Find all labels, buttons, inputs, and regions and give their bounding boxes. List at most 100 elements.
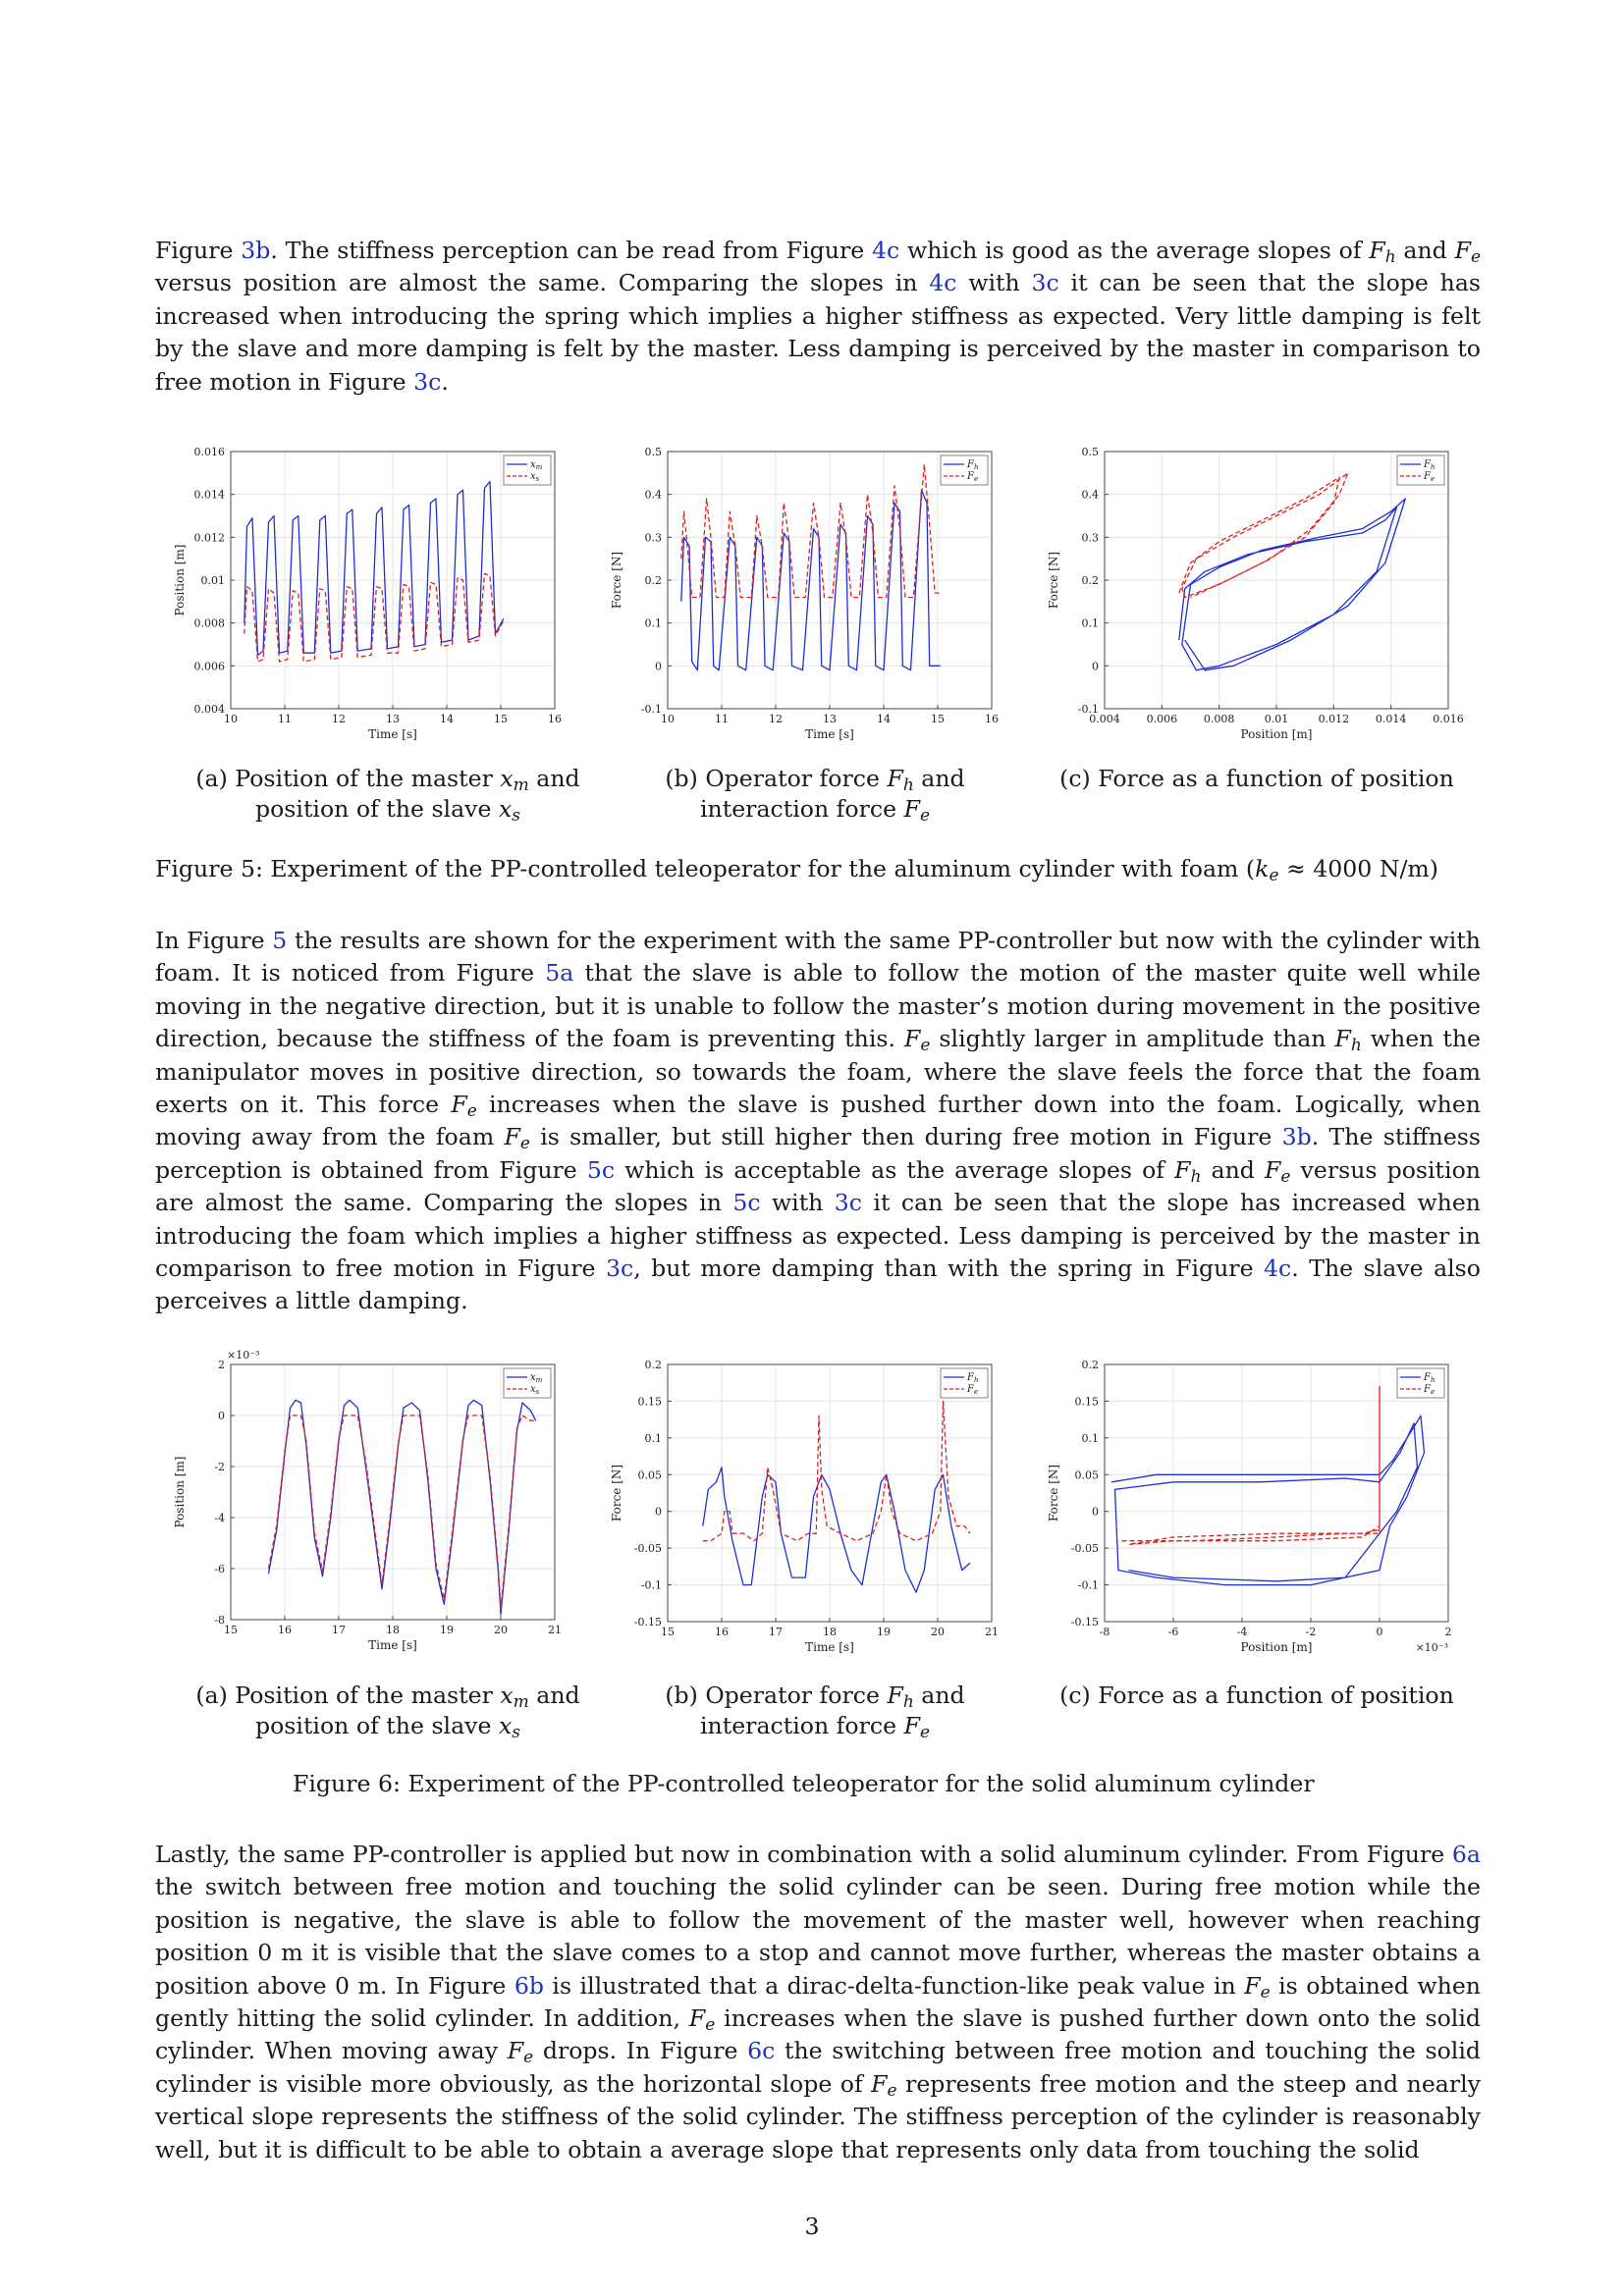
math-symbol: Fe: [871, 2069, 897, 2102]
y-tick-label: 0: [218, 1410, 225, 1422]
y-tick-label: 0.5: [1082, 446, 1100, 458]
figure-reference[interactable]: 5a: [545, 959, 574, 988]
plot-fig5c: 0.004 0.006 0.008 0.01 0.012 0.014 0.016 -0.1 0 0…: [1047, 446, 1463, 741]
x-tick-label: 0.006: [1147, 713, 1178, 725]
legend-box: [1396, 1367, 1445, 1399]
figure-reference[interactable]: 4c: [1264, 1255, 1292, 1283]
math-symbol: Fe: [1244, 1971, 1271, 2002]
y-tick-label: -0.15: [1071, 1616, 1099, 1629]
x-tick-label: 13: [386, 713, 400, 725]
math-symbol: Fe: [1454, 237, 1481, 268]
x-tick-label: 16: [548, 713, 562, 725]
y-tick-label: 0.1: [645, 617, 663, 630]
y-tick-label: 2: [218, 1359, 225, 1371]
figure-reference[interactable]: 3c: [605, 1255, 634, 1283]
y-tick-label: 0.5: [645, 446, 663, 458]
math-symbol: Fh: [1369, 237, 1396, 268]
y-tick-label: 0.012: [194, 531, 226, 544]
series-F-h-line: [702, 1467, 971, 1593]
figure-reference[interactable]: 3c: [413, 367, 442, 396]
y-tick-label: 0.014: [194, 489, 226, 502]
figure-reference[interactable]: 6b: [514, 1971, 544, 2000]
plot-frame-border: [230, 451, 556, 710]
y-axis-label: Position [m]: [173, 545, 187, 616]
x-tick-label: 10: [661, 713, 675, 725]
figure-reference[interactable]: 3c: [834, 1189, 863, 1217]
y-tick-label: 0.4: [1082, 489, 1100, 502]
x-tick-label: 2: [1445, 1626, 1452, 1638]
math-symbol: xs: [498, 1712, 520, 1743]
y-tick-label: 0: [655, 1506, 662, 1519]
figure-reference[interactable]: 5c: [586, 1155, 616, 1184]
y-tick-label: -6: [214, 1563, 225, 1575]
figure-reference[interactable]: 3c: [1031, 269, 1059, 297]
y-tick-label: 0.1: [645, 1432, 663, 1445]
x-axis-label: Time [s]: [805, 727, 854, 741]
figure-reference[interactable]: 4c: [929, 269, 957, 297]
y-axis-label: Force [N]: [610, 1465, 623, 1522]
fig6b-subcaption: (b) Operator force Fh and interaction fo…: [665, 1682, 965, 1743]
x-tick-label: -8: [1100, 1626, 1110, 1638]
fig6-caption: Figure 6: Experiment of the PP-controlle…: [293, 1770, 1315, 1797]
figure-reference[interactable]: 6c: [747, 2037, 776, 2065]
figure-reference[interactable]: 5c: [732, 1189, 761, 1217]
x-tick-label: 18: [386, 1624, 400, 1636]
y-tick-label: 0.006: [194, 660, 226, 672]
x-axis-label: Time [s]: [368, 727, 417, 741]
math-symbol: Fe: [451, 1091, 477, 1122]
y-tick-label: -0.1: [1078, 1579, 1099, 1592]
y-exponent-label: ×10⁻³: [227, 1349, 259, 1362]
figure-reference[interactable]: 5: [272, 927, 288, 954]
y-tick-label: 0.2: [645, 574, 663, 587]
y-tick-label: 0: [1092, 660, 1099, 672]
math-symbol: Fe: [688, 2004, 716, 2036]
plot-fig5b: 10 11 12 13 14 15 16 -0.1 0 0.1 0.2 0.3 0.4 0.5 Time […: [610, 446, 999, 741]
page-number: 3: [804, 2213, 820, 2240]
x-tick-label: 18: [823, 1626, 837, 1638]
x-tick-label: 15: [494, 713, 508, 725]
y-tick-label: 0.2: [1082, 1359, 1100, 1371]
plot-fig6a: 15 16 17 18 19 20 21 -8 -6 -4 -2 0 2 Time [s] Position…: [173, 1349, 562, 1652]
figure-reference[interactable]: 3b: [241, 237, 271, 264]
y-tick-label: 0.1: [1082, 1432, 1100, 1445]
math-symbol: xs: [498, 795, 520, 827]
y-tick-label: 0.3: [645, 531, 663, 544]
x-tick-label: 15: [224, 1624, 238, 1636]
math-symbol: Fe: [507, 2037, 534, 2068]
plot-fig5a: 10 11 12 13 14 15 16 0.004 0.006 0.008 0.01 0.012 0.…: [173, 446, 562, 741]
y-tick-label: -0.1: [641, 1579, 662, 1592]
plot-frame-border: [1104, 451, 1449, 710]
legend-box: [1396, 454, 1445, 486]
x-tick-label: 15: [931, 713, 945, 725]
y-tick-label: 0.05: [638, 1468, 663, 1481]
y-tick-label: 0.15: [638, 1395, 663, 1408]
math-symbol: Fe: [903, 795, 930, 827]
math-symbol: Fh: [887, 765, 914, 796]
figure-reference[interactable]: 4c: [872, 237, 900, 264]
y-tick-label: -0.05: [1071, 1542, 1099, 1555]
series-F-e-line: [680, 463, 941, 599]
x-tick-label: 21: [985, 1626, 999, 1638]
plot-frame-border: [230, 1363, 556, 1621]
legend-box: [503, 1367, 552, 1399]
figure-reference[interactable]: 3b: [1281, 1123, 1312, 1151]
fig5a-subcaption: (a) Position of the master xm and positi…: [195, 765, 580, 827]
x-axis-label: Time [s]: [368, 1638, 417, 1652]
math-symbol: Fe: [1265, 1155, 1291, 1188]
x-tick-label: 12: [769, 713, 783, 725]
x-tick-label: 20: [931, 1626, 945, 1638]
x-axis-label: Time [s]: [805, 1640, 854, 1654]
y-tick-label: 0.016: [194, 446, 226, 458]
plot-frame-border: [667, 451, 993, 710]
math-symbol: xm: [500, 765, 529, 796]
plot-fig6b: 15 16 17 18 19 20 21 -0.15 -0.1 -0.05 0 0.05 0.1 0.15…: [610, 1359, 999, 1654]
y-tick-label: 0.2: [645, 1359, 663, 1371]
x-tick-label: 0.016: [1433, 713, 1463, 725]
paragraph-3: Lastly, the same PP-controller is applie…: [155, 1841, 1481, 2163]
plot-frame-border: [667, 1363, 993, 1623]
figure-reference[interactable]: 6a: [1451, 1841, 1481, 1868]
x-tick-label: 13: [823, 713, 837, 725]
paragraph-2: In Figure 5 the results are shown for th…: [155, 927, 1482, 1315]
math-symbol: Fe: [904, 1025, 931, 1056]
x-tick-label: 12: [332, 713, 346, 725]
